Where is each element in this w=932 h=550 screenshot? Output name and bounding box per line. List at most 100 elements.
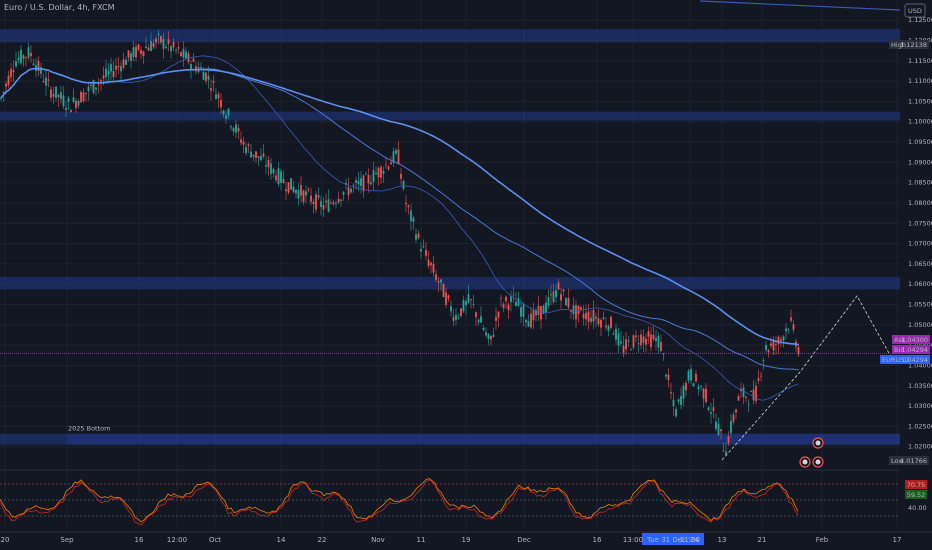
candle-body (305, 191, 307, 196)
candle-body (692, 383, 695, 387)
candle-body (720, 429, 722, 432)
candle-body (417, 233, 420, 239)
candle-body (50, 89, 52, 98)
candle-body (695, 373, 697, 382)
candle-body (710, 412, 712, 414)
y-tick-label: 1.07000 (908, 240, 932, 248)
candle-body (707, 407, 710, 410)
candle-body (130, 53, 132, 62)
x-tick-label: 22 (318, 536, 327, 544)
marker-high-value: 1.12138 (900, 41, 927, 49)
candle-body (517, 298, 520, 306)
candle-body (332, 202, 335, 205)
support-zone-0 (0, 29, 900, 43)
candle-body (725, 451, 727, 455)
candle-body (410, 210, 412, 222)
candle-body (280, 171, 282, 183)
candle-body (327, 199, 330, 212)
stoch-k-value: 70.75 (907, 481, 926, 489)
candle-body (515, 301, 517, 307)
candle-body (462, 300, 465, 312)
candle-body (767, 350, 770, 353)
candle-body (712, 407, 715, 412)
candle-body (85, 92, 87, 94)
candle-body (607, 325, 610, 331)
candle-body (640, 334, 642, 346)
trend-line-top (699, 0, 901, 11)
candle-body (177, 47, 180, 49)
stoch-k-badge (905, 480, 927, 489)
candle-body (352, 184, 355, 186)
candle-body (12, 70, 15, 73)
candle-body (742, 387, 745, 398)
candle-body (272, 168, 275, 174)
candle-body (667, 374, 670, 381)
y-tick-label: 1.03000 (908, 402, 932, 410)
candle-body (182, 48, 185, 58)
candle-body (422, 246, 425, 248)
candle-body (270, 163, 272, 174)
candle-body (717, 423, 720, 436)
candle-body (282, 178, 285, 183)
marker-low-bg (889, 456, 929, 465)
candle-body (615, 328, 617, 340)
candle-body (30, 52, 32, 57)
x-tick-label: Sep (60, 536, 74, 544)
candle-body (247, 144, 250, 146)
candle-body (62, 95, 65, 107)
candle-body (637, 343, 640, 345)
candle-body (730, 420, 732, 434)
candle-body (27, 47, 30, 58)
candle-body (150, 41, 152, 51)
candle-body (140, 49, 142, 54)
candle-body (260, 155, 262, 161)
candle-body (527, 321, 530, 327)
currency-badge (904, 3, 926, 18)
candle-body (525, 319, 527, 323)
x-tick-label: 14 (277, 536, 286, 544)
candle-body (475, 312, 477, 318)
candle-body (435, 274, 437, 281)
ma-fast (0, 55, 799, 401)
candle-body (202, 71, 205, 80)
candle-body (782, 336, 785, 341)
candle-body (715, 421, 717, 430)
candle-body (285, 189, 287, 192)
candle-body (310, 195, 312, 202)
candle-body (452, 317, 455, 321)
candle-body (382, 170, 385, 174)
candle-body (277, 168, 280, 185)
marker-low-label: Low (891, 457, 904, 465)
candle-body (245, 146, 247, 154)
support-zone-1 (0, 111, 900, 121)
candle-body (215, 94, 217, 100)
candle-body (180, 52, 182, 56)
candle-body (267, 159, 270, 168)
candle-body (237, 127, 240, 132)
candle-body (490, 335, 492, 340)
y-tick-label: 1.11500 (908, 57, 932, 65)
candle-body (195, 66, 197, 72)
candle-body (505, 296, 507, 302)
candle-body (647, 331, 650, 337)
candle-body (557, 282, 560, 290)
candle-body (702, 388, 705, 399)
candle-body (252, 154, 255, 157)
x-tick-label: 13:00 (623, 536, 643, 544)
candle-body (737, 396, 740, 401)
candle-body (205, 72, 207, 82)
candle-body (72, 97, 75, 103)
candle-body (347, 187, 350, 196)
stoch-k-line (0, 478, 799, 523)
candle-body (677, 399, 680, 402)
y-tick-label: 1.07500 (908, 219, 932, 227)
marker-last-label: EURUSD (882, 356, 909, 364)
candle-body (200, 67, 202, 69)
flag-icon (815, 440, 821, 446)
candle-body (542, 305, 545, 314)
candle-body (242, 141, 245, 145)
candle-body (342, 191, 345, 195)
candle-body (137, 44, 140, 50)
